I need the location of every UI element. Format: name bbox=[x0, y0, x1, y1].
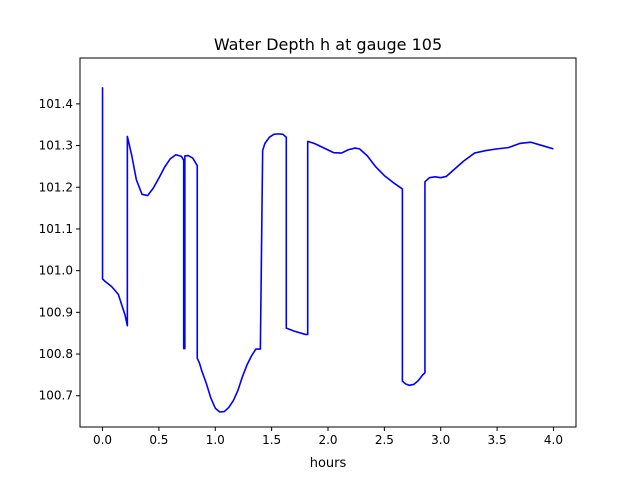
y-tick-label: 101.0 bbox=[39, 264, 73, 278]
y-tick-label: 101.3 bbox=[39, 139, 73, 153]
chart-title: Water Depth h at gauge 105 bbox=[214, 35, 442, 54]
x-axis-label: hours bbox=[310, 456, 347, 471]
series-line-0 bbox=[101, 87, 554, 413]
x-tick-label: 1.0 bbox=[206, 433, 225, 447]
y-tick-label: 101.2 bbox=[39, 180, 73, 194]
y-tick-label: 101.1 bbox=[39, 222, 73, 236]
x-tick-label: 0.5 bbox=[149, 433, 168, 447]
x-tick-label: 3.5 bbox=[488, 433, 507, 447]
x-tick-label: 0.0 bbox=[93, 433, 112, 447]
x-tick-label: 3.0 bbox=[431, 433, 450, 447]
x-axis-ticks: 0.0 0.5 1.0 1.5 2.0 2.5 3.0 3.5 4.0 bbox=[93, 427, 563, 447]
x-tick-label: 2.5 bbox=[375, 433, 394, 447]
plot-area bbox=[101, 87, 554, 413]
y-axis-ticks: 100.7 100.8 100.9 101.0 101.1 101.2 101.3 101.4 bbox=[39, 97, 80, 403]
y-tick-label: 100.9 bbox=[39, 305, 73, 319]
y-tick-label: 100.8 bbox=[39, 347, 73, 361]
y-tick-label: 101.4 bbox=[39, 97, 73, 111]
x-tick-label: 2.0 bbox=[318, 433, 337, 447]
y-tick-label: 100.7 bbox=[39, 389, 73, 403]
x-tick-label: 4.0 bbox=[544, 433, 563, 447]
x-tick-label: 1.5 bbox=[262, 433, 281, 447]
